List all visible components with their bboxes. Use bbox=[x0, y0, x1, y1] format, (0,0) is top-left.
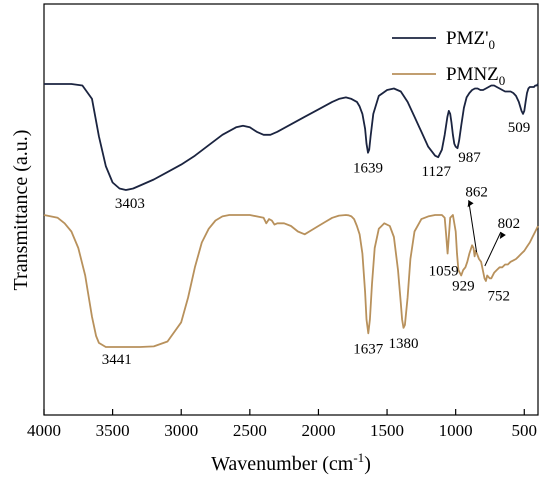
peak-label: 929 bbox=[452, 278, 475, 294]
x-tick-label: 500 bbox=[512, 421, 538, 440]
peak-label: 1127 bbox=[422, 164, 452, 180]
plot-frame bbox=[43, 3, 539, 416]
peak-label: 1380 bbox=[389, 336, 419, 352]
x-axis-label: Wavenumber (cm-1) bbox=[211, 450, 371, 475]
peak-label: 1639 bbox=[353, 161, 383, 177]
x-tick-label: 3000 bbox=[164, 421, 198, 440]
x-tick-label: 1000 bbox=[439, 421, 473, 440]
series-lines bbox=[43, 83, 539, 348]
x-tick-label: 1500 bbox=[370, 421, 404, 440]
x-axis-label-sup: -1 bbox=[353, 450, 364, 465]
x-tick-label: 2500 bbox=[233, 421, 267, 440]
legend-label-main: PMZ' bbox=[446, 28, 489, 49]
peak-label: 1059 bbox=[429, 264, 459, 280]
peak-label: 987 bbox=[458, 150, 481, 166]
series-line-0 bbox=[44, 83, 539, 191]
peak-label: 862 bbox=[465, 184, 488, 200]
peak-label: 1637 bbox=[353, 341, 384, 357]
legend-label-0: PMZ'0 bbox=[446, 28, 495, 52]
annotation-arrowhead bbox=[499, 232, 506, 239]
x-axis-ticks: 4000 3500 3000 2500 2000 1500 1000 500 bbox=[27, 409, 537, 440]
x-axis-label-tail: ) bbox=[364, 453, 371, 475]
legend-label-sub: 0 bbox=[499, 73, 506, 88]
series-line-1 bbox=[43, 214, 539, 348]
annotation-arrowhead bbox=[467, 200, 474, 208]
peak-label: 3441 bbox=[102, 352, 132, 368]
annotation-arrow bbox=[484, 231, 502, 267]
x-tick-label: 2000 bbox=[301, 421, 335, 440]
peak-label: 802 bbox=[498, 216, 521, 232]
peak-label: 509 bbox=[508, 120, 531, 136]
legend-label-1: PMNZ0 bbox=[446, 64, 505, 88]
legend-label-sub: 0 bbox=[489, 37, 496, 52]
peak-label: 3403 bbox=[115, 196, 145, 212]
x-axis-label-main: Wavenumber (cm bbox=[211, 453, 354, 475]
peak-label: 752 bbox=[487, 288, 510, 304]
x-tick-label: 4000 bbox=[27, 421, 61, 440]
annotation-arrow bbox=[468, 200, 478, 253]
legend-label-main: PMNZ bbox=[446, 64, 499, 85]
y-axis-label: Transmittance (a.u.) bbox=[10, 130, 32, 291]
x-tick-label: 3500 bbox=[96, 421, 130, 440]
